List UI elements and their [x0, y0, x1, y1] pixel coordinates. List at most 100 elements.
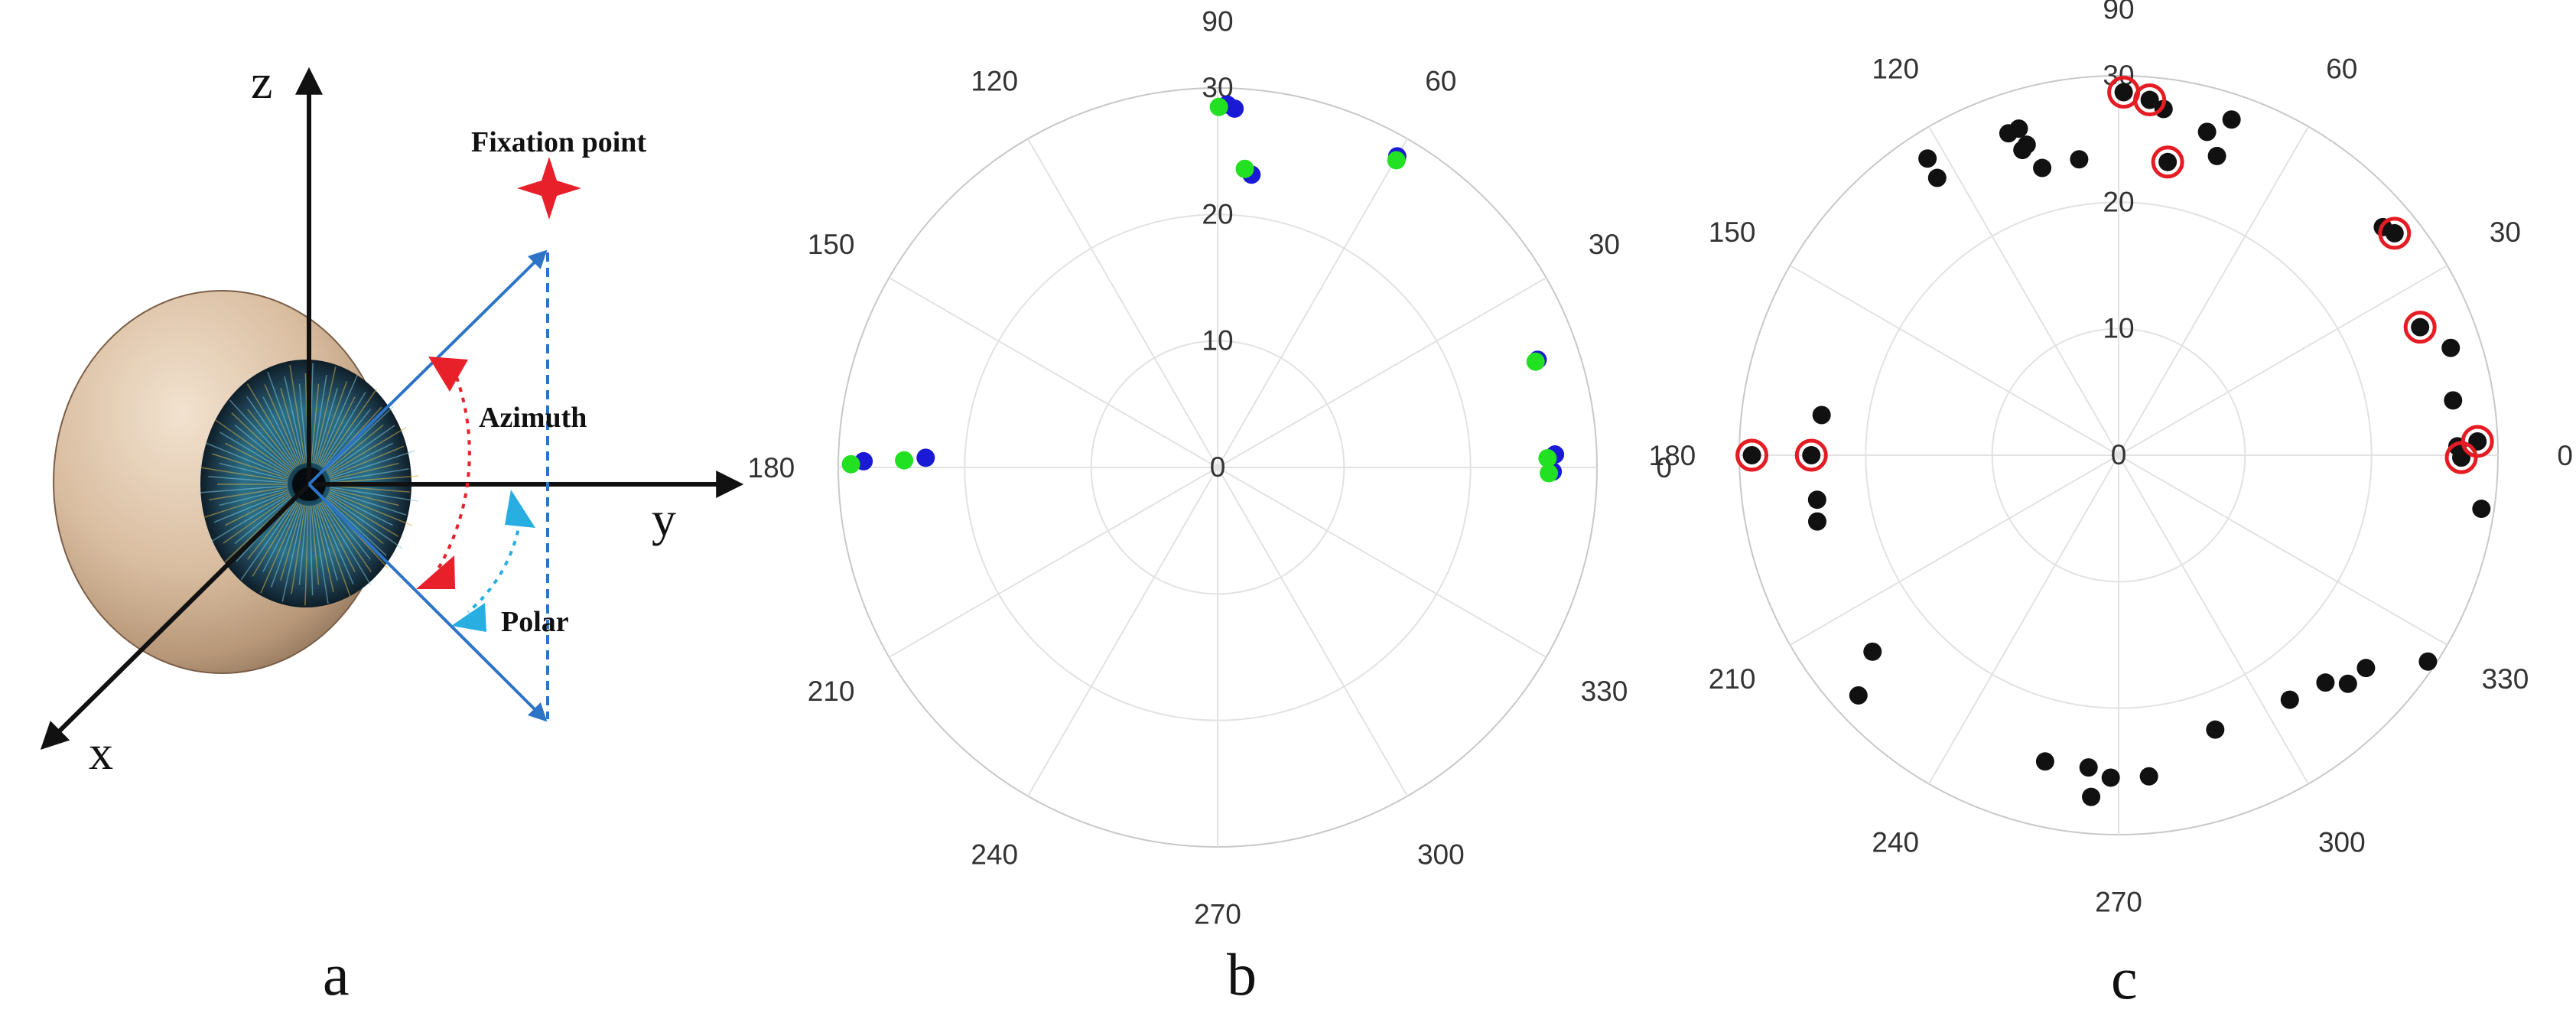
iris-fiber	[280, 504, 304, 581]
grid-spoke	[1789, 454, 2119, 646]
azimuth-arrowhead-top	[428, 357, 468, 392]
data-point	[1807, 512, 1826, 531]
iris-fiber	[314, 505, 334, 593]
data-point	[2158, 152, 2178, 171]
data-point	[1849, 685, 1868, 705]
iris-fiber	[312, 505, 329, 604]
iris-fiber	[323, 409, 371, 469]
angle-tick-label: 90	[1202, 5, 1233, 37]
angle-tick-label: 90	[2103, 0, 2134, 24]
iris-fiber	[312, 374, 327, 464]
azimuth-arc	[436, 366, 471, 571]
angle-tick-label: 180	[1649, 440, 1696, 471]
iris-fiber	[219, 462, 288, 480]
polar-arc	[467, 519, 522, 614]
iris-fiber	[225, 442, 290, 477]
iris-fiber	[317, 503, 354, 585]
iris-fiber	[314, 504, 338, 581]
iris-fiber	[240, 500, 297, 581]
data-point	[2139, 767, 2158, 786]
grid-spoke	[1027, 138, 1218, 468]
data-point	[2206, 720, 2225, 739]
polar-label: Polar	[501, 606, 569, 638]
grid-spoke	[2118, 454, 2309, 785]
radial-tick-label: 0	[1210, 451, 1226, 483]
angle-tick-label: 0	[2557, 440, 2573, 471]
grid-spoke	[1217, 467, 1547, 658]
highlight-ring-marker	[2403, 311, 2437, 344]
iris-fiber	[199, 485, 288, 493]
iris-fiber	[324, 405, 394, 471]
highlight-ring-marker	[2444, 441, 2478, 474]
data-point	[2356, 659, 2376, 678]
iris-fiber	[200, 467, 288, 482]
angle-tick-label: 60	[2326, 54, 2357, 85]
iris-fiber	[229, 399, 294, 471]
iris-fiber	[208, 476, 288, 484]
iris-fiber	[314, 366, 337, 464]
panel-c-letter: c	[2111, 945, 2138, 1011]
iris-fiber	[330, 475, 419, 484]
iris-fiber	[330, 488, 399, 506]
angle-tick-label: 120	[971, 66, 1018, 97]
data-point	[1209, 97, 1228, 116]
upper-gaze-vector	[307, 249, 548, 486]
iris-fiber	[284, 376, 304, 464]
iris-fiber	[231, 412, 294, 471]
iris-fiber	[211, 453, 289, 479]
data-point	[2316, 673, 2335, 692]
radial-tick-label: 20	[2103, 186, 2134, 217]
iris-fiber	[330, 462, 399, 480]
data-point	[2441, 338, 2461, 357]
grid-spoke	[2118, 125, 2309, 456]
data-point	[2070, 150, 2089, 169]
grid-spoke	[1217, 138, 1408, 468]
grid-spoke	[888, 467, 1218, 658]
iris-fiber	[234, 496, 292, 545]
iris-fiber	[330, 468, 409, 482]
radial-tick-label: 10	[1202, 325, 1233, 357]
data-point	[1235, 159, 1254, 178]
iris-fiber	[289, 364, 306, 464]
grid-spoke	[1217, 467, 1408, 797]
radial-tick-label: 10	[2103, 313, 2134, 344]
iris-fiber	[321, 500, 372, 572]
data-point	[1538, 448, 1557, 467]
data-point	[2017, 135, 2036, 155]
data-point	[1802, 446, 1821, 464]
iris-fiber	[329, 445, 405, 478]
iris-fiber	[234, 424, 292, 473]
fixation-point-label: Fixation point	[471, 126, 646, 158]
angle-tick-label: 150	[1709, 217, 1756, 248]
data-point	[2207, 146, 2226, 165]
angle-tick-label: 210	[808, 676, 855, 707]
data-point	[2033, 158, 2052, 177]
grid-spoke	[2118, 454, 2448, 646]
iris-fiber	[215, 419, 291, 474]
data-point	[1540, 464, 1559, 483]
data-point	[2140, 90, 2159, 109]
iris-fiber	[262, 396, 299, 467]
data-point	[2101, 768, 2120, 787]
angle-tick-label: 330	[1581, 676, 1628, 707]
iris-fiber	[324, 497, 387, 556]
iris-fiber	[326, 424, 384, 473]
iris-fiber	[329, 490, 407, 516]
iris-fiber	[304, 505, 309, 606]
iris-fiber	[320, 501, 372, 585]
highlight-ring-marker	[2151, 145, 2184, 179]
iris-fiber	[317, 375, 358, 466]
iris-fiber	[280, 388, 304, 464]
data-point	[1863, 642, 1882, 661]
grid-spoke	[888, 277, 1218, 468]
iris-fiber	[281, 505, 304, 602]
angle-tick-label: 240	[971, 839, 1018, 870]
z-axis-label: z	[251, 54, 272, 109]
iris-fiber	[327, 495, 403, 549]
radial-tick-label: 0	[2111, 439, 2127, 471]
iris-fiber	[264, 384, 301, 466]
angle-tick-label: 120	[1872, 54, 1919, 85]
angle-tick-label: 270	[1194, 899, 1241, 930]
